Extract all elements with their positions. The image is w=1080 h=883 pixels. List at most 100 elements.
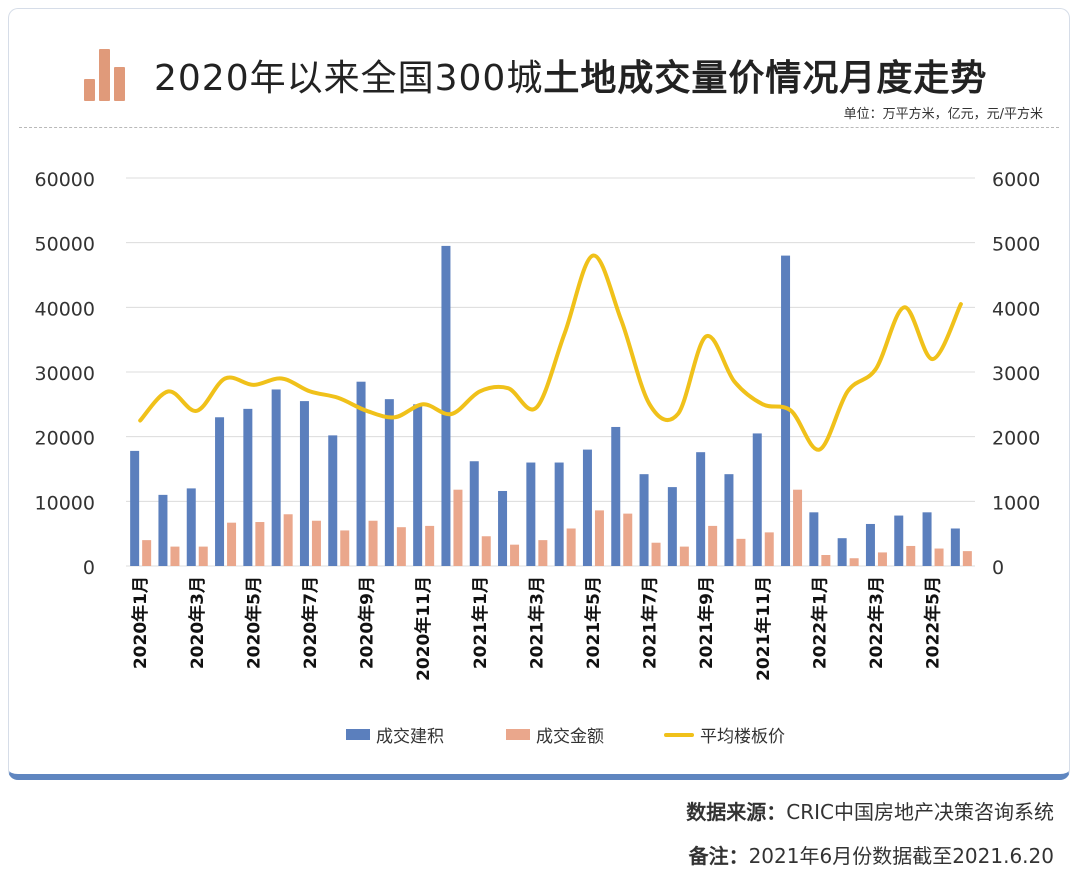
x-tick-label: 2020年1月 [130,576,151,669]
legend: 成交建积 成交金额 平均楼板价 [9,722,1069,752]
legend-price-swatch [664,732,694,737]
area-bar [158,494,168,566]
area-bar [894,515,904,566]
legend-area: 成交建积 [346,722,444,747]
amount-bar [170,546,180,566]
note-label: 备注： [688,844,749,868]
area-bar [752,433,762,566]
amount-bar [594,510,604,566]
y-left-tick-label: 40000 [35,298,95,320]
area-bar [469,461,479,566]
amount-bar [962,551,972,566]
y-right-tick-label: 2000 [992,428,1040,450]
x-tick-label: 2021年1月 [470,576,491,669]
y-left-tick-label: 20000 [35,428,95,450]
amount-bar [340,530,350,566]
chart-card: 2020年以来全国300城土地成交量价情况月度走势 单位：万平方米，亿元，元/平… [8,8,1070,780]
area-bar [413,404,423,566]
area-bar [611,426,621,566]
area-bar [243,408,253,566]
amount-bar [396,527,406,566]
legend-area-swatch [346,729,370,740]
title-prefix: 2020年以来全国300城 [154,58,544,99]
amount-bar [793,489,803,566]
amount-bar [821,555,831,566]
area-bar [639,474,649,566]
y-right-tick-label: 6000 [992,169,1040,191]
area-bar [356,381,366,566]
x-tick-label: 2020年11月 [413,576,434,681]
x-tick-label: 2021年3月 [526,576,547,669]
x-tick-label: 2021年7月 [640,576,661,669]
amount-bar [368,520,378,566]
amount-bar [679,546,689,566]
area-bar [554,462,564,566]
title-divider [19,127,1059,128]
amount-bar [453,489,463,566]
x-tick-label: 2022年1月 [809,576,830,669]
source-line: 数据来源：CRIC中国房地产决策咨询系统 [686,796,1054,825]
x-tick-label: 2021年5月 [583,576,604,669]
amount-bar [283,514,293,566]
legend-amount: 成交金额 [506,722,604,747]
amount-bar [198,546,208,566]
legend-amount-swatch [506,729,530,740]
amount-bar [510,544,520,566]
amount-bar [227,522,237,566]
y-right-tick-label: 3000 [992,363,1040,385]
area-bar [724,474,734,566]
area-bar [299,401,309,566]
area-bar [950,528,960,566]
amount-bar [566,528,576,566]
source-label: 数据来源： [686,800,787,824]
amount-bar [651,542,661,566]
amount-bar [906,545,916,566]
amount-bar [623,513,633,566]
area-bar [186,488,196,566]
amount-bar [849,558,859,566]
area-bar [441,245,451,566]
area-bar [667,487,677,566]
legend-area-label: 成交建积 [376,727,444,747]
area-bar [809,512,819,566]
area-bar [328,435,338,566]
area-bar [526,462,536,566]
amount-bar [877,552,887,566]
x-tick-label: 2020年7月 [300,576,321,669]
price-line [138,253,963,452]
x-tick-label: 2020年5月 [243,576,264,669]
x-tick-label: 2021年11月 [753,576,774,681]
amount-bar [764,532,774,566]
amount-bar [255,522,265,566]
amount-bar [708,525,718,566]
area-bar [781,255,791,566]
title-bold: 土地成交量价情况月度走势 [543,58,988,99]
amount-bar [736,538,746,566]
amount-bar [311,520,321,566]
amount-bar [142,540,152,566]
y-left-tick-label: 50000 [35,234,95,256]
legend-price-label: 平均楼板价 [700,727,785,747]
unit-note: 单位：万平方米，亿元，元/平方米 [843,107,1043,122]
amount-bar [481,536,491,566]
area-bar [865,523,875,566]
y-right-tick-label: 1000 [992,492,1040,514]
area-bar [696,452,706,566]
source-value: CRIC中国房地产决策咨询系统 [786,800,1054,824]
y-left-tick-label: 10000 [35,492,95,514]
amount-bar [934,548,944,566]
area-bar [582,449,592,566]
y-left-tick-label: 0 [83,557,95,579]
y-left-tick-label: 60000 [35,169,95,191]
x-tick-label: 2022年3月 [866,576,887,669]
note-line: 备注：2021年6月份数据截至2021.6.20 [689,840,1054,869]
area-bar [837,538,847,566]
area-bar [130,450,140,566]
legend-amount-label: 成交金额 [536,727,604,747]
x-tick-label: 2021年9月 [696,576,717,669]
amount-bar [538,540,548,566]
x-tick-label: 2022年5月 [923,576,944,669]
area-bar [498,490,508,566]
x-tick-label: 2020年9月 [357,576,378,669]
